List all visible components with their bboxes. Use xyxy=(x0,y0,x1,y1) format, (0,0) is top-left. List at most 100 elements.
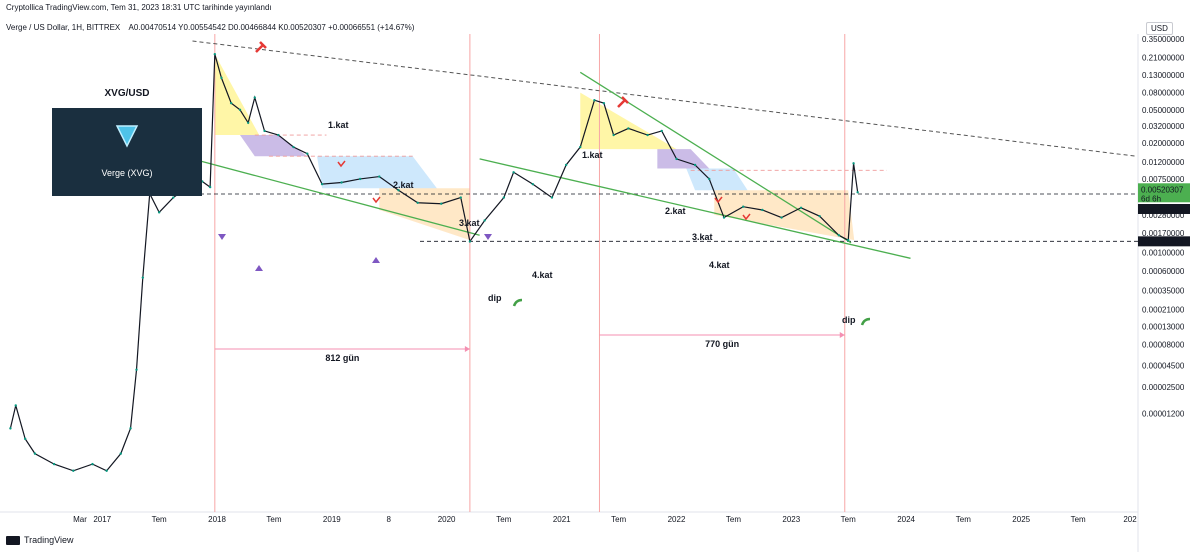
tradingview-logo-icon xyxy=(6,535,20,545)
x-tick-label: 2017 xyxy=(93,515,111,524)
price-point xyxy=(172,196,175,199)
price-point xyxy=(91,462,94,466)
y-tick-label: 0.01200000 xyxy=(1142,158,1185,167)
y-tick-label: 0.00170000 xyxy=(1142,229,1185,238)
currency-label[interactable]: USD xyxy=(1146,22,1173,35)
chart-header: Cryptollica TradingView.com, Tem 31, 202… xyxy=(0,0,1200,34)
price-point xyxy=(818,214,821,218)
price-point xyxy=(72,469,75,472)
triangle-marker xyxy=(218,234,226,240)
coin-name: Verge (XVG) xyxy=(101,168,153,178)
highlight-zone xyxy=(317,156,437,189)
support-trendline xyxy=(197,159,480,236)
x-tick-label: Tem xyxy=(496,515,511,524)
price-point xyxy=(119,452,122,455)
price-point xyxy=(579,145,582,149)
price-point xyxy=(340,181,343,184)
price-point xyxy=(157,211,161,214)
level-price-lower-box xyxy=(1138,236,1190,247)
floor-label: 4.kat xyxy=(532,270,553,280)
price-point xyxy=(459,196,462,199)
symbol-name: Verge / US Dollar, 1H, BITTREX xyxy=(6,23,121,32)
x-tick-label: Tem xyxy=(726,515,741,524)
price-point xyxy=(675,157,678,161)
price-point xyxy=(9,427,12,430)
price-point xyxy=(129,427,132,430)
price-point xyxy=(141,276,145,279)
triangle-marker xyxy=(484,234,492,240)
price-point xyxy=(550,196,554,199)
price-point xyxy=(799,206,803,209)
price-point xyxy=(856,191,859,194)
y-tick-label: 0.03200000 xyxy=(1142,122,1185,131)
cycle1-measure-arrow xyxy=(464,346,470,352)
y-tick-label: 0.00021000 xyxy=(1142,305,1185,314)
price-point xyxy=(238,108,242,111)
y-tick-label: 0.08000000 xyxy=(1142,89,1185,98)
x-tick-label: Tem xyxy=(266,515,281,524)
y-tick-label: 0.00750000 xyxy=(1142,175,1185,184)
price-point xyxy=(105,469,108,472)
price-point xyxy=(358,177,362,181)
cycle2-measure-arrow xyxy=(839,332,845,338)
x-tick-label: Tem xyxy=(152,515,167,524)
price-point xyxy=(253,96,256,99)
cycle2-measure-label: 770 gün xyxy=(705,339,739,349)
floor-label: 2.kat xyxy=(393,180,414,190)
y-tick-label: 0.02000000 xyxy=(1142,139,1185,148)
price-point xyxy=(612,133,615,137)
reversal-arrow-icon xyxy=(860,317,871,326)
card-title: XVG/USD xyxy=(104,88,150,99)
symbol-legend[interactable]: Verge / US Dollar, 1H, BITTREX A0.004705… xyxy=(6,23,414,32)
level-price-upper-text: 0.00496287 xyxy=(1141,206,1184,215)
check-mark-icon xyxy=(372,196,381,204)
floor-label: 1.kat xyxy=(328,120,349,130)
triangle-marker xyxy=(255,265,263,271)
x-tick-label: 2021 xyxy=(553,515,571,524)
floor-label: 3.kat xyxy=(692,232,713,242)
price-point xyxy=(33,452,37,455)
price-point xyxy=(306,152,309,155)
brand-name: TradingView xyxy=(24,535,74,545)
y-tick-label: 0.00035000 xyxy=(1142,287,1185,296)
y-tick-label: 0.35000000 xyxy=(1142,35,1185,44)
y-tick-label: 0.05000000 xyxy=(1142,106,1185,115)
verge-logo-icon xyxy=(115,125,139,148)
highlight-zone xyxy=(239,135,308,157)
price-point xyxy=(220,76,223,80)
price-point xyxy=(277,133,280,137)
price-point xyxy=(263,129,266,133)
footer-brand[interactable]: TradingView xyxy=(6,535,74,545)
price-point xyxy=(135,368,138,371)
floor-label: 4.kat xyxy=(709,260,730,270)
hammer-icon xyxy=(255,41,267,53)
x-tick-label: Tem xyxy=(611,515,626,524)
floor-label: 1.kat xyxy=(582,150,603,160)
y-tick-label: 0.00013000 xyxy=(1142,323,1185,332)
y-tick-label: 0.00008000 xyxy=(1142,340,1185,349)
highlight-zone xyxy=(657,149,710,169)
last-price-text: 6d 6h xyxy=(1141,194,1161,203)
check-mark-icon xyxy=(742,213,751,221)
price-point xyxy=(531,182,534,186)
level-price-upper-box xyxy=(1138,203,1190,214)
price-point xyxy=(502,196,506,199)
highlight-zone xyxy=(580,92,677,150)
price-point xyxy=(837,234,840,237)
x-tick-label: 8 xyxy=(387,515,392,524)
y-tick-label: 0.00002500 xyxy=(1142,383,1185,392)
price-point xyxy=(741,205,745,208)
x-tick-label: 2024 xyxy=(897,515,915,524)
price-point xyxy=(213,52,217,56)
last-price-box xyxy=(1138,183,1190,203)
x-tick-label: 2018 xyxy=(208,515,226,524)
price-point xyxy=(693,163,697,167)
x-tick-label: 2022 xyxy=(668,515,686,524)
price-point xyxy=(847,238,850,242)
price-point xyxy=(602,101,606,105)
price-point xyxy=(292,145,295,149)
x-tick-label: 2020 xyxy=(438,515,456,524)
price-point xyxy=(320,182,324,186)
x-tick-label: Tem xyxy=(956,515,971,524)
